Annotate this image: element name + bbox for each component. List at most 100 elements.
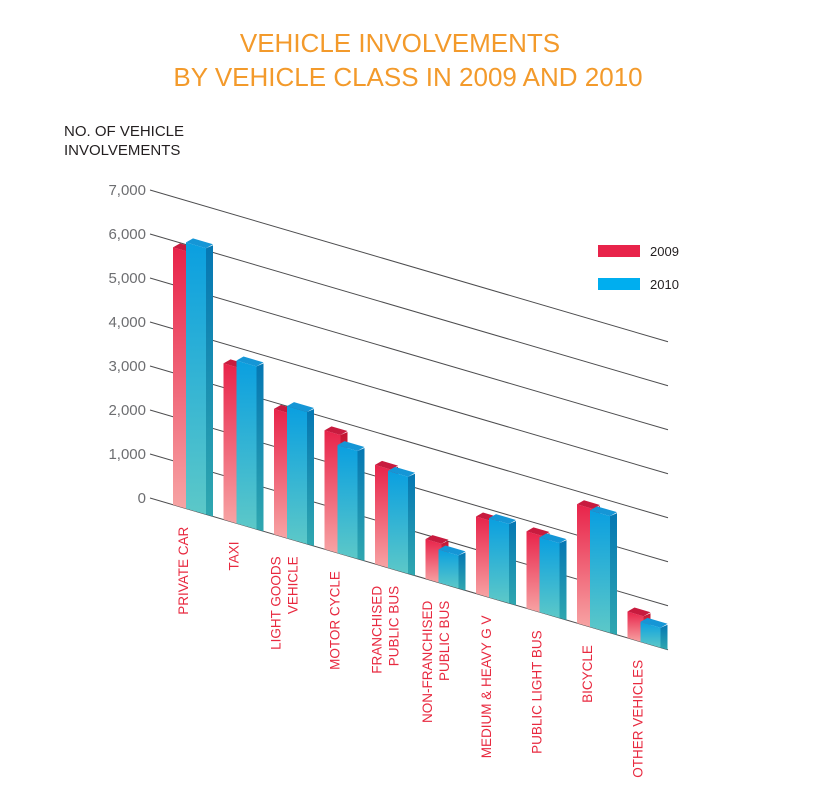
y-axis-ticks: 0 1,000 2,000 3,000 4,000 5,000 6,000 7,000: [108, 182, 146, 507]
bar-2010-1: [236, 356, 264, 532]
category-label-2-line-0: LIGHT GOODS: [269, 556, 284, 650]
category-label-5-line-1: PUBLIC BUS: [437, 601, 452, 681]
bar-2010-9-top: [640, 617, 668, 628]
y-tick-label-1: 1,000: [108, 446, 146, 463]
bar-2010-6: [489, 514, 516, 606]
bar-2009-1-front: [223, 363, 240, 525]
legend-swatch-2009: [598, 245, 640, 257]
bar-2010-0-top: [186, 238, 213, 249]
category-label-4-line-0: FRANCHISED: [370, 586, 385, 674]
category-label-7-line-0: PUBLIC LIGHT BUS: [530, 630, 545, 754]
y-tick-label-7: 7,000: [108, 182, 146, 199]
bar-2009-8-front: [577, 504, 593, 628]
bar-2010-4-top: [388, 466, 415, 477]
bar-2010-6-front: [489, 518, 509, 604]
category-label-1-line-0: TAXI: [227, 542, 242, 571]
bar-2010-9-side: [660, 624, 668, 650]
bar-2010-5-front: [438, 549, 459, 589]
category-label-4: FRANCHISED PUBLIC BUS: [370, 586, 402, 674]
bar-2010-8-front: [590, 510, 610, 633]
bar-2010-1-side: [256, 363, 264, 532]
bar-2010-5-top: [438, 545, 466, 556]
category-label-8: BICYCLE: [580, 645, 595, 703]
bar-2009-5-front: [425, 539, 442, 584]
bar-2010-2: [287, 402, 314, 547]
bar-2010-8-side: [610, 513, 617, 635]
category-label-6-line-0: MEDIUM & HEAVY G V: [479, 616, 494, 759]
chart-title-line-2: BY VEHICLE CLASS IN 2009 AND 2010: [173, 62, 642, 92]
bars: [173, 238, 668, 650]
category-label-0: PRIVATE CAR: [176, 526, 191, 614]
bar-2009-8-top: [577, 500, 600, 509]
bar-2010-0-side: [206, 245, 213, 517]
bar-2010-3: [337, 441, 365, 561]
category-label-3-line-0: MOTOR CYCLE: [328, 571, 343, 670]
bar-2010-3-front: [337, 445, 358, 559]
bar-2010-4-side: [408, 473, 415, 576]
y-axis-label-line-1: NO. OF VEHICLE: [64, 123, 184, 140]
legend-swatch-2010: [598, 278, 640, 290]
y-tick-label-4: 4,000: [108, 314, 146, 331]
bar-2010-5: [438, 545, 466, 591]
bar-2010-2-side: [307, 409, 314, 547]
bar-2010-4: [388, 466, 415, 576]
gridline-4: [149, 321, 669, 475]
bar-2009-7-top: [526, 527, 550, 537]
bar-2009-6-front: [476, 516, 492, 599]
category-label-5-line-0: NON-FRANCHISED: [420, 600, 435, 723]
category-label-3: MOTOR CYCLE: [328, 571, 343, 670]
bar-2009-3-top: [324, 426, 348, 436]
bar-2010-9-front: [640, 621, 661, 648]
y-tick-label-2: 2,000: [108, 402, 146, 419]
y-tick-label-0: 0: [138, 490, 146, 507]
category-label-2: LIGHT GOODS VEHICLE: [269, 556, 301, 650]
bar-2010-2-front: [287, 406, 307, 545]
category-labels: PRIVATE CAR TAXI LIGHT GOODS VEHICLE MOTOR C…: [176, 526, 646, 777]
category-label-9-line-0: OTHER VEHICLES: [631, 660, 646, 778]
bar-2010-8: [590, 506, 617, 635]
legend: 2009 2010: [598, 244, 679, 292]
y-tick-label-6: 6,000: [108, 226, 146, 243]
category-label-0-line-0: PRIVATE CAR: [176, 526, 191, 614]
bar-2010-7: [539, 533, 567, 621]
bar-2009-3-front: [324, 430, 341, 554]
category-label-8-line-0: BICYCLE: [580, 645, 595, 703]
bar-2009-2-front: [274, 408, 290, 540]
category-label-6: MEDIUM & HEAVY G V: [479, 616, 494, 759]
bar-2009-0-front: [173, 247, 189, 510]
bar-2009-4-front: [375, 464, 391, 569]
category-label-7: PUBLIC LIGHT BUS: [530, 630, 545, 754]
bar-2010-3-side: [357, 447, 365, 561]
gridline-7: [149, 189, 669, 343]
bar-2010-0: [186, 238, 213, 517]
category-label-1: TAXI: [227, 542, 242, 571]
bar-2010-5-side: [458, 552, 466, 591]
bar-2010-1-top: [236, 356, 264, 367]
y-tick-label-5: 5,000: [108, 270, 146, 287]
legend-label-2009: 2009: [650, 244, 679, 259]
bar-2010-0-front: [186, 242, 206, 515]
y-tick-label-3: 3,000: [108, 358, 146, 375]
bar-2010-1-front: [236, 360, 257, 530]
category-label-9: OTHER VEHICLES: [631, 660, 646, 778]
bar-2009-9-front: [627, 611, 644, 643]
bar-2010-7-top: [539, 533, 567, 544]
category-label-5: NON-FRANCHISED PUBLIC BUS: [420, 600, 452, 723]
legend-label-2010: 2010: [650, 277, 679, 292]
bar-2009-7-front: [526, 531, 543, 614]
bar-2009-9-top: [627, 607, 651, 617]
chart-title-line-1: VEHICLE INVOLVEMENTS: [240, 28, 560, 58]
bar-2010-9: [640, 617, 668, 650]
bar-2009-4-top: [375, 460, 398, 470]
gridline-6: [149, 233, 669, 387]
bar-2010-7-front: [539, 537, 560, 618]
bar-2010-8-top: [590, 506, 617, 517]
bar-2010-4-front: [388, 470, 408, 574]
category-label-2-line-1: VEHICLE: [286, 556, 301, 614]
bar-2009-5-top: [425, 535, 449, 544]
bar-2010-6-top: [489, 514, 516, 524]
gridline-5: [149, 277, 669, 431]
bar-2010-6-side: [509, 520, 516, 606]
bar-2010-3-top: [337, 441, 365, 451]
